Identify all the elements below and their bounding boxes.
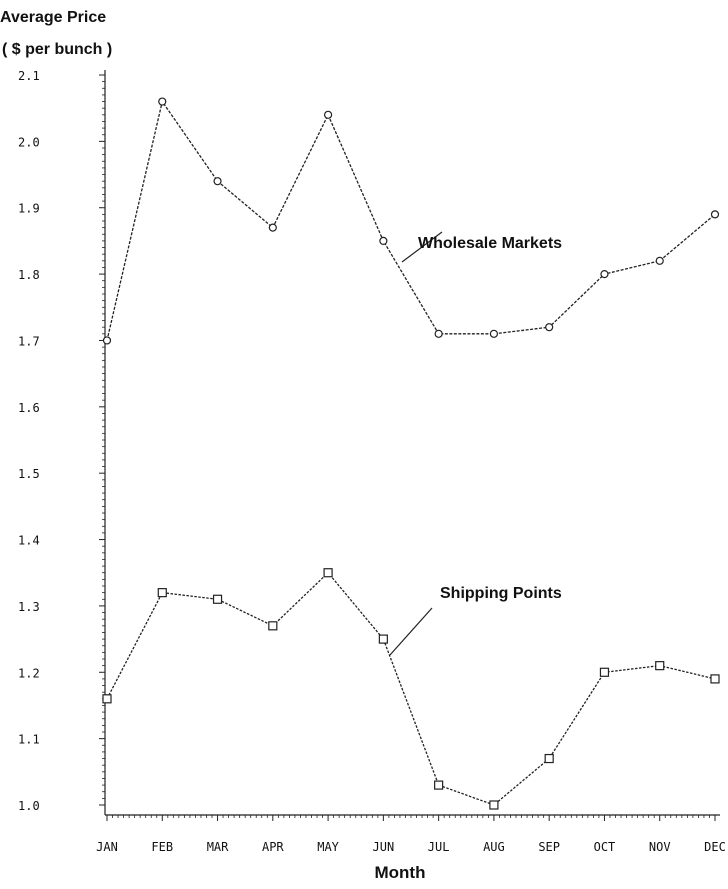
x-tick-label: MAY xyxy=(317,840,339,854)
y-axis-title: Average Price ( $ per bunch ) xyxy=(0,9,112,58)
y-tick-label: 1.8 xyxy=(18,268,40,282)
series-group xyxy=(102,97,720,810)
x-tick-label: MAR xyxy=(207,840,229,854)
data-point-square xyxy=(544,753,554,764)
axes xyxy=(104,70,720,816)
data-point-circle xyxy=(268,223,277,232)
y-tick-label: 1.7 xyxy=(18,334,40,348)
y-tick-label: 1.9 xyxy=(18,202,40,216)
x-axis-title: Month xyxy=(375,863,426,882)
x-tick-label: JAN xyxy=(96,840,118,854)
data-point-circle xyxy=(158,97,167,106)
series-shipping-points xyxy=(102,568,720,810)
annotation-leader-line xyxy=(389,607,433,656)
x-tick-label: OCT xyxy=(594,840,616,854)
data-point-circle xyxy=(600,269,609,279)
annotation-label: Shipping Points xyxy=(440,585,562,602)
data-point-square xyxy=(102,694,112,704)
data-point-square xyxy=(212,594,223,604)
series-wholesale-markets xyxy=(102,97,720,345)
annotation-leader-line xyxy=(401,231,443,263)
x-tick-label: APR xyxy=(262,840,284,854)
data-point-square xyxy=(489,800,499,810)
y-tick-label: 1.1 xyxy=(18,733,40,747)
x-tick-label: JUL xyxy=(428,840,450,854)
y-tick-label: 2.1 xyxy=(18,69,40,83)
data-point-square xyxy=(434,780,444,790)
y-tick-label: 1.3 xyxy=(18,600,40,614)
data-point-circle xyxy=(489,329,499,338)
data-point-square xyxy=(268,621,278,631)
x-tick-label: SEP xyxy=(538,840,560,854)
data-point-circle xyxy=(545,323,554,332)
data-point-circle xyxy=(710,210,720,219)
series-line xyxy=(106,99,716,341)
data-point-square xyxy=(378,634,388,644)
annotations: Wholesale Markets Shipping Points xyxy=(389,231,562,656)
data-point-circle xyxy=(379,236,388,246)
y-tick-label: 1.0 xyxy=(18,799,40,813)
data-point-square xyxy=(599,667,610,677)
y-tick-label: 1.2 xyxy=(18,666,40,680)
y-axis-title-line-2: ( $ per bunch ) xyxy=(2,41,112,58)
y-tick-label: 1.6 xyxy=(18,401,40,415)
axis-ticks: 1.0 1.1 1.2 1.3 1.4 1.5 1.6 1.7 1.8 1.9 2.0 2.1 JAN F… xyxy=(18,69,726,854)
y-axis-title-line-1: Average Price xyxy=(0,9,106,26)
y-tick-label: 1.5 xyxy=(18,467,40,481)
annotation-label: Wholesale Markets xyxy=(418,235,562,252)
x-tick-label: NOV xyxy=(649,840,671,854)
data-point-square xyxy=(710,674,720,684)
data-point-circle xyxy=(102,336,112,345)
data-point-square xyxy=(655,661,665,671)
y-tick-label: 1.4 xyxy=(18,534,40,548)
data-point-circle xyxy=(323,110,333,119)
series-line xyxy=(106,571,716,806)
data-point-circle xyxy=(655,256,664,265)
data-point-square xyxy=(157,588,167,598)
data-point-circle xyxy=(434,329,443,338)
data-point-square xyxy=(323,568,333,578)
x-tick-label: AUG xyxy=(483,840,505,854)
y-tick-label: 2.0 xyxy=(18,135,40,149)
data-point-circle xyxy=(213,177,222,186)
x-tick-label: JUN xyxy=(373,840,395,854)
x-tick-label: FEB xyxy=(151,840,173,854)
x-tick-label: DEC xyxy=(704,840,726,854)
